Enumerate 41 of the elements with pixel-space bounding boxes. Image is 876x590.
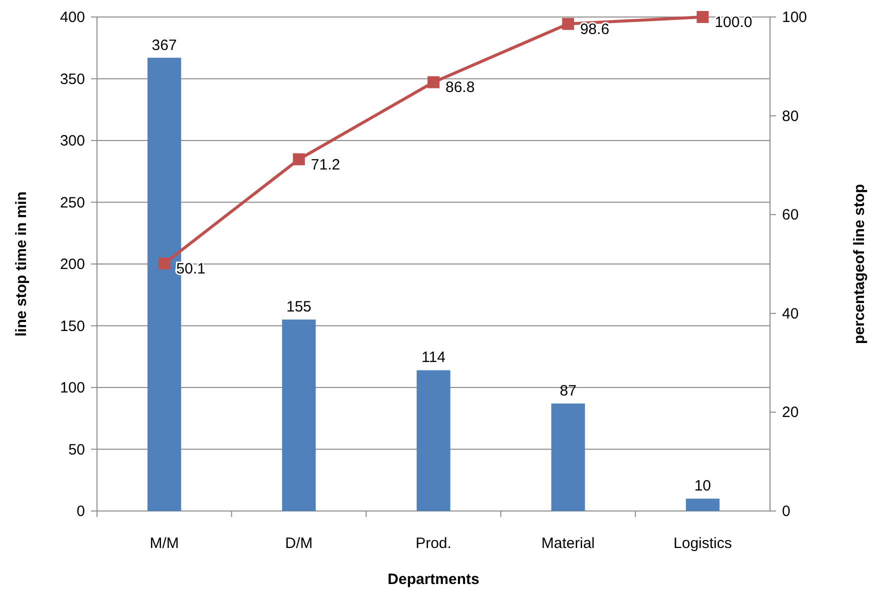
y-axis-title: line stop time in min — [13, 191, 30, 337]
bar — [686, 498, 720, 511]
y-tick-label: 150 — [60, 318, 85, 335]
x-axis-title: Departments — [388, 571, 480, 588]
x-tick-label: M/M — [150, 535, 179, 552]
x-tick-label: D/M — [285, 535, 313, 552]
bar — [416, 370, 450, 511]
y-tick-label: 100 — [60, 380, 85, 396]
bar — [282, 320, 316, 511]
data-label: 87 — [560, 382, 576, 400]
data-label: 114 — [422, 349, 446, 366]
x-tick-label: Prod. — [416, 535, 452, 552]
data-label: 10 — [694, 478, 712, 495]
y2-tick-label: 40 — [782, 305, 799, 322]
y2-tick-label: 60 — [782, 206, 799, 224]
point — [158, 258, 170, 270]
y2-tick-label: 100 — [782, 9, 808, 26]
y-tick-label: 350 — [60, 70, 85, 88]
data-label: 367 — [152, 36, 177, 54]
y-tick-label: 200 — [60, 256, 85, 273]
x-tick-label: Material — [541, 535, 595, 552]
point — [562, 18, 574, 30]
point — [428, 76, 440, 88]
y2-axis-title: percentageof line stop — [851, 184, 868, 344]
y2-tick-label: 80 — [782, 108, 799, 125]
data-label: 100.0 — [714, 14, 752, 31]
bar — [551, 404, 585, 511]
y-tick-label: 50 — [68, 441, 85, 458]
data-label: 71.2 — [310, 156, 340, 174]
y-tick-label: 250 — [60, 194, 85, 212]
data-label: 155 — [286, 298, 312, 316]
y-tick-label: 400 — [60, 9, 85, 26]
y2-tick-label: 20 — [782, 404, 799, 422]
data-label: 98.6 — [580, 20, 610, 38]
y-tick-label: 0 — [76, 503, 85, 520]
y-tick-label: 300 — [60, 132, 85, 150]
point — [292, 153, 305, 166]
y2-tick-label: 0 — [782, 503, 790, 520]
point — [696, 11, 709, 23]
data-label: 86.8 — [446, 79, 475, 96]
x-tick-label: Logistics — [674, 535, 732, 552]
